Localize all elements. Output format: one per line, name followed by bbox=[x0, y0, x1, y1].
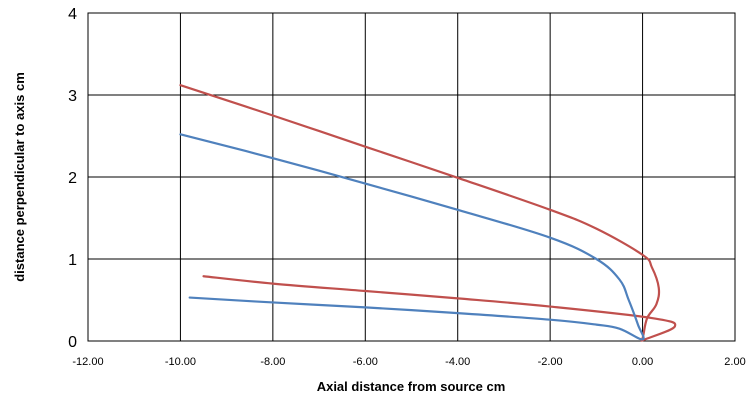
y-axis-label: distance perpendicular to axis cm bbox=[12, 72, 27, 282]
x-axis-label: Axial distance from source cm bbox=[317, 379, 506, 394]
plot-area-border bbox=[87, 12, 736, 342]
y-tick-label: 2 bbox=[68, 170, 77, 187]
x-tick-label: -6.00 bbox=[353, 356, 378, 368]
y-tick-label: 3 bbox=[68, 88, 77, 105]
x-tick-label: 0.00 bbox=[632, 356, 653, 368]
x-tick-labels: -12.00 -10.00 -8.00 -6.00 -4.00 -2.00 0.00 2.00 bbox=[72, 356, 745, 368]
y-tick-label: 0 bbox=[68, 334, 77, 351]
x-tick-label: -2.00 bbox=[538, 356, 563, 368]
series-line-2 bbox=[179, 133, 645, 341]
x-tick-label: -4.00 bbox=[445, 356, 470, 368]
series-group bbox=[179, 84, 677, 342]
x-tick-label: -12.00 bbox=[72, 356, 103, 368]
x-tick-label: 2.00 bbox=[724, 356, 745, 368]
grid-lines bbox=[87, 12, 736, 342]
y-tick-label: 1 bbox=[68, 252, 77, 269]
y-tick-label: 4 bbox=[68, 6, 77, 23]
x-tick-label: -8.00 bbox=[260, 356, 285, 368]
series-line-1 bbox=[179, 84, 677, 342]
x-tick-label: -10.00 bbox=[165, 356, 196, 368]
y-tick-labels: 0 1 2 3 4 bbox=[68, 6, 77, 351]
